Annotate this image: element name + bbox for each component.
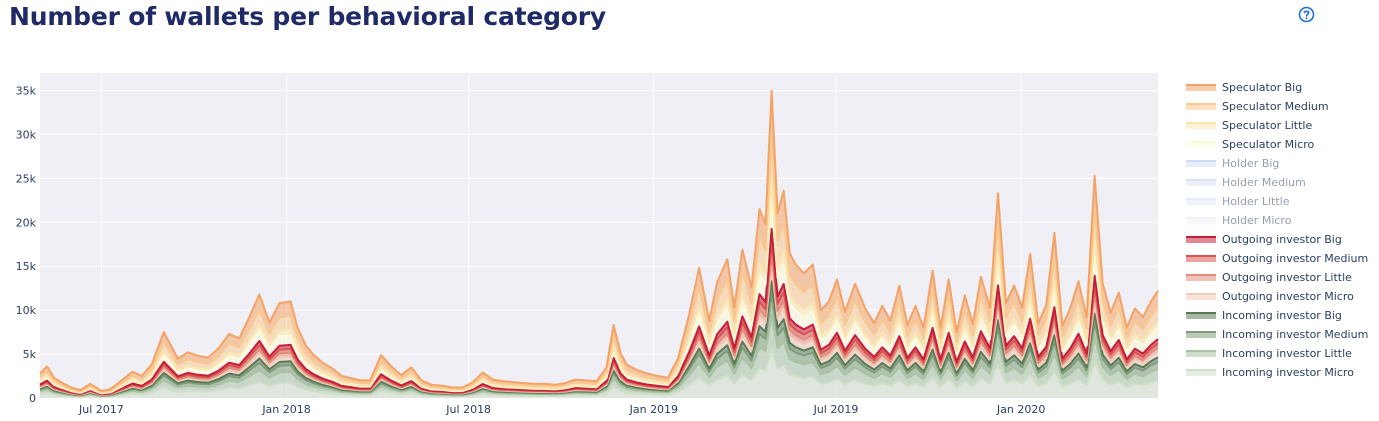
legend-label: Outgoing investor Medium [1222,252,1369,265]
legend-label: Outgoing investor Little [1222,271,1352,284]
legend-item-incoming-investor-big[interactable]: Incoming investor Big [1186,306,1376,325]
legend-item-incoming-investor-micro[interactable]: Incoming investor Micro [1186,363,1376,382]
legend-swatch [1186,331,1216,338]
legend-swatch [1186,236,1216,243]
legend-swatch [1186,312,1216,319]
legend-item-speculator-little[interactable]: Speculator Little [1186,116,1376,135]
legend-label: Incoming investor Big [1222,309,1342,322]
legend-label: Outgoing investor Big [1222,233,1342,246]
legend-label: Holder Big [1222,157,1280,170]
x-tick-label: Jan 2020 [996,403,1045,416]
y-tick-label: 35k [16,85,37,98]
x-tick-label: Jul 2017 [78,403,124,416]
legend-item-outgoing-investor-micro[interactable]: Outgoing investor Micro [1186,287,1376,306]
y-tick-label: 0 [29,392,36,405]
legend-swatch [1186,350,1216,357]
legend-item-speculator-micro[interactable]: Speculator Micro [1186,135,1376,154]
chart-title: Number of wallets per behavioral categor… [9,2,607,31]
legend-item-holder-little[interactable]: Holder Little [1186,192,1376,211]
legend-swatch [1186,84,1216,91]
y-tick-label: 15k [16,260,37,273]
line-speculator-big [39,89,1159,392]
legend-swatch [1186,122,1216,129]
legend-label: Holder Medium [1222,176,1306,189]
area-incoming-investor-micro [40,348,1158,398]
legend-item-speculator-medium[interactable]: Speculator Medium [1186,97,1376,116]
legend-swatch [1186,293,1216,300]
x-tick-label: Jul 2019 [813,403,859,416]
legend-swatch [1186,141,1216,148]
line-speculator-little [39,178,1159,394]
area-speculator-big [40,90,1158,392]
y-tick-label: 20k [16,216,37,229]
y-tick-label: 10k [16,304,37,317]
legend-item-outgoing-investor-medium[interactable]: Outgoing investor Medium [1186,249,1376,268]
area-speculator-medium [40,136,1158,393]
legend-swatch [1186,198,1216,205]
legend-swatch [1186,103,1216,110]
line-incoming-investor-micro [39,347,1159,398]
legend-label: Incoming investor Medium [1222,328,1369,341]
legend-label: Holder Micro [1222,214,1292,227]
x-tick-label: Jan 2019 [629,403,678,416]
legend-swatch [1186,369,1216,376]
legend-label: Speculator Big [1222,81,1303,94]
y-tick-label: 25k [16,172,37,185]
legend-item-outgoing-investor-big[interactable]: Outgoing investor Big [1186,230,1376,249]
legend-label: Outgoing investor Micro [1222,290,1354,303]
legend-swatch [1186,255,1216,262]
line-outgoing-investor-big [39,227,1159,396]
legend-item-holder-micro[interactable]: Holder Micro [1186,211,1376,230]
legend-item-holder-medium[interactable]: Holder Medium [1186,173,1376,192]
x-tick-label: Jul 2018 [445,403,491,416]
legend-label: Speculator Little [1222,119,1313,132]
legend-item-outgoing-investor-little[interactable]: Outgoing investor Little [1186,268,1376,287]
legend-swatch [1186,217,1216,224]
legend-item-speculator-big[interactable]: Speculator Big [1186,78,1376,97]
line-incoming-investor-little [39,314,1159,398]
legend: Speculator Big Speculator Medium Speculato… [1186,78,1376,382]
stacked-area-chart: 0 5k 10k 15k 20k 25k 30k 35k Jul 2017 Jan 2018 Jul… [16,73,1159,416]
legend-item-incoming-investor-little[interactable]: Incoming investor Little [1186,344,1376,363]
legend-item-incoming-investor-medium[interactable]: Incoming investor Medium [1186,325,1376,344]
question-circle-icon[interactable] [1298,6,1315,23]
legend-label: Incoming investor Micro [1222,366,1354,379]
legend-swatch [1186,160,1216,167]
legend-label: Speculator Medium [1222,100,1329,113]
y-tick-label: 5k [23,348,37,361]
x-tick-label: Jan 2018 [261,403,310,416]
legend-item-holder-big[interactable]: Holder Big [1186,154,1376,173]
legend-label: Holder Little [1222,195,1290,208]
legend-swatch [1186,274,1216,281]
legend-swatch [1186,179,1216,186]
legend-label: Incoming investor Little [1222,347,1352,360]
legend-label: Speculator Micro [1222,138,1315,151]
y-tick-label: 30k [16,128,37,141]
line-speculator-medium [39,135,1159,393]
